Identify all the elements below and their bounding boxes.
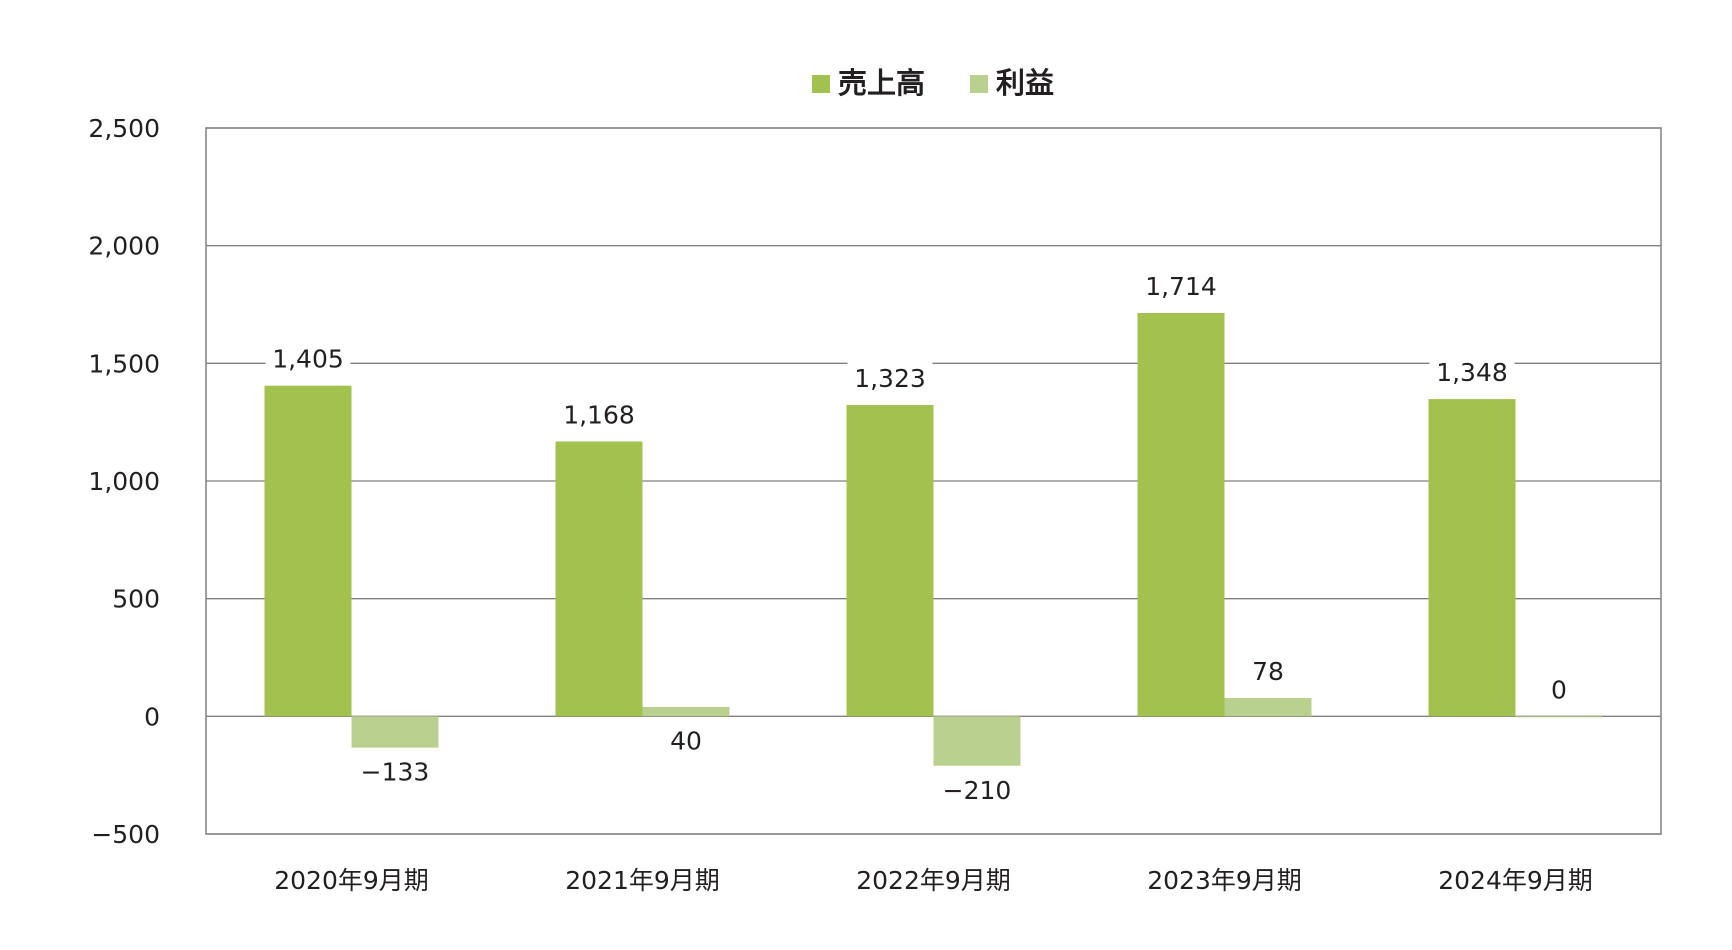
bar-profit — [1224, 697, 1312, 717]
bar-profit — [642, 706, 730, 717]
y-tick-label: 500 — [112, 585, 160, 614]
bar-profit — [933, 716, 1021, 766]
bar-sales — [555, 441, 643, 717]
data-label-bg — [556, 398, 642, 431]
data-label-bg — [1248, 654, 1288, 687]
bar-sales — [1428, 399, 1516, 717]
bar-sales — [846, 404, 934, 717]
data-label-bg — [360, 755, 430, 788]
data-label-profit: −133 — [361, 758, 430, 787]
x-tick-label: 2022年9月期 — [856, 866, 1011, 895]
chart-legend: 売上高 利益 — [812, 66, 1054, 100]
data-label-sales: 1,405 — [272, 345, 344, 374]
data-label-sales: 1,323 — [854, 364, 926, 393]
data-label-bg — [265, 342, 351, 375]
x-tick-label: 2021年9月期 — [565, 866, 720, 895]
data-label-bg — [666, 724, 706, 757]
legend-swatch-profit — [970, 75, 988, 93]
data-label-sales: 1,168 — [563, 400, 635, 429]
y-tick-label: 2,500 — [88, 114, 160, 143]
data-label-profit: 78 — [1252, 657, 1284, 686]
data-label-sales: 1,714 — [1145, 272, 1217, 301]
x-tick-label: 2024年9月期 — [1438, 866, 1593, 895]
y-tick-label: 0 — [144, 702, 160, 731]
legend-label-sales: 売上高 — [838, 66, 925, 100]
data-label-bg — [847, 361, 933, 394]
x-tick-label: 2023年9月期 — [1147, 866, 1302, 895]
y-tick-label: 2,000 — [88, 232, 160, 261]
y-axis: −500 0 500 1,000 1,500 2,000 2,500 — [88, 114, 160, 849]
plot-frame — [205, 127, 1662, 835]
x-tick-label: 2020年9月期 — [274, 866, 429, 895]
chart-bars — [264, 312, 1603, 766]
plot-border — [205, 127, 1662, 835]
bar-sales — [264, 385, 352, 717]
y-tick-label: 1,000 — [88, 467, 160, 496]
y-tick-label: −500 — [91, 820, 160, 849]
bar-profit — [1515, 716, 1603, 718]
data-label-bg — [1546, 673, 1572, 706]
bar-sales — [1137, 312, 1225, 717]
data-label-profit: 40 — [670, 726, 702, 755]
legend-swatch-sales — [812, 75, 830, 93]
y-tick-label: 1,500 — [88, 349, 160, 378]
bar-profit — [351, 716, 439, 748]
data-label-profit: −210 — [943, 776, 1012, 805]
data-label-bg — [1138, 269, 1224, 302]
x-axis: 2020年9月期 2021年9月期 2022年9月期 2023年9月期 2024年9月期 — [274, 866, 1593, 895]
legend-label-profit: 利益 — [996, 66, 1054, 100]
data-label-profit: 0 — [1551, 675, 1567, 704]
data-labels: 1,405 −133 1,168 40 1,323 −210 1,714 78 1,348 0 — [265, 269, 1572, 806]
data-label-sales: 1,348 — [1436, 358, 1508, 387]
data-label-bg — [942, 773, 1012, 806]
data-label-bg — [1429, 356, 1515, 389]
